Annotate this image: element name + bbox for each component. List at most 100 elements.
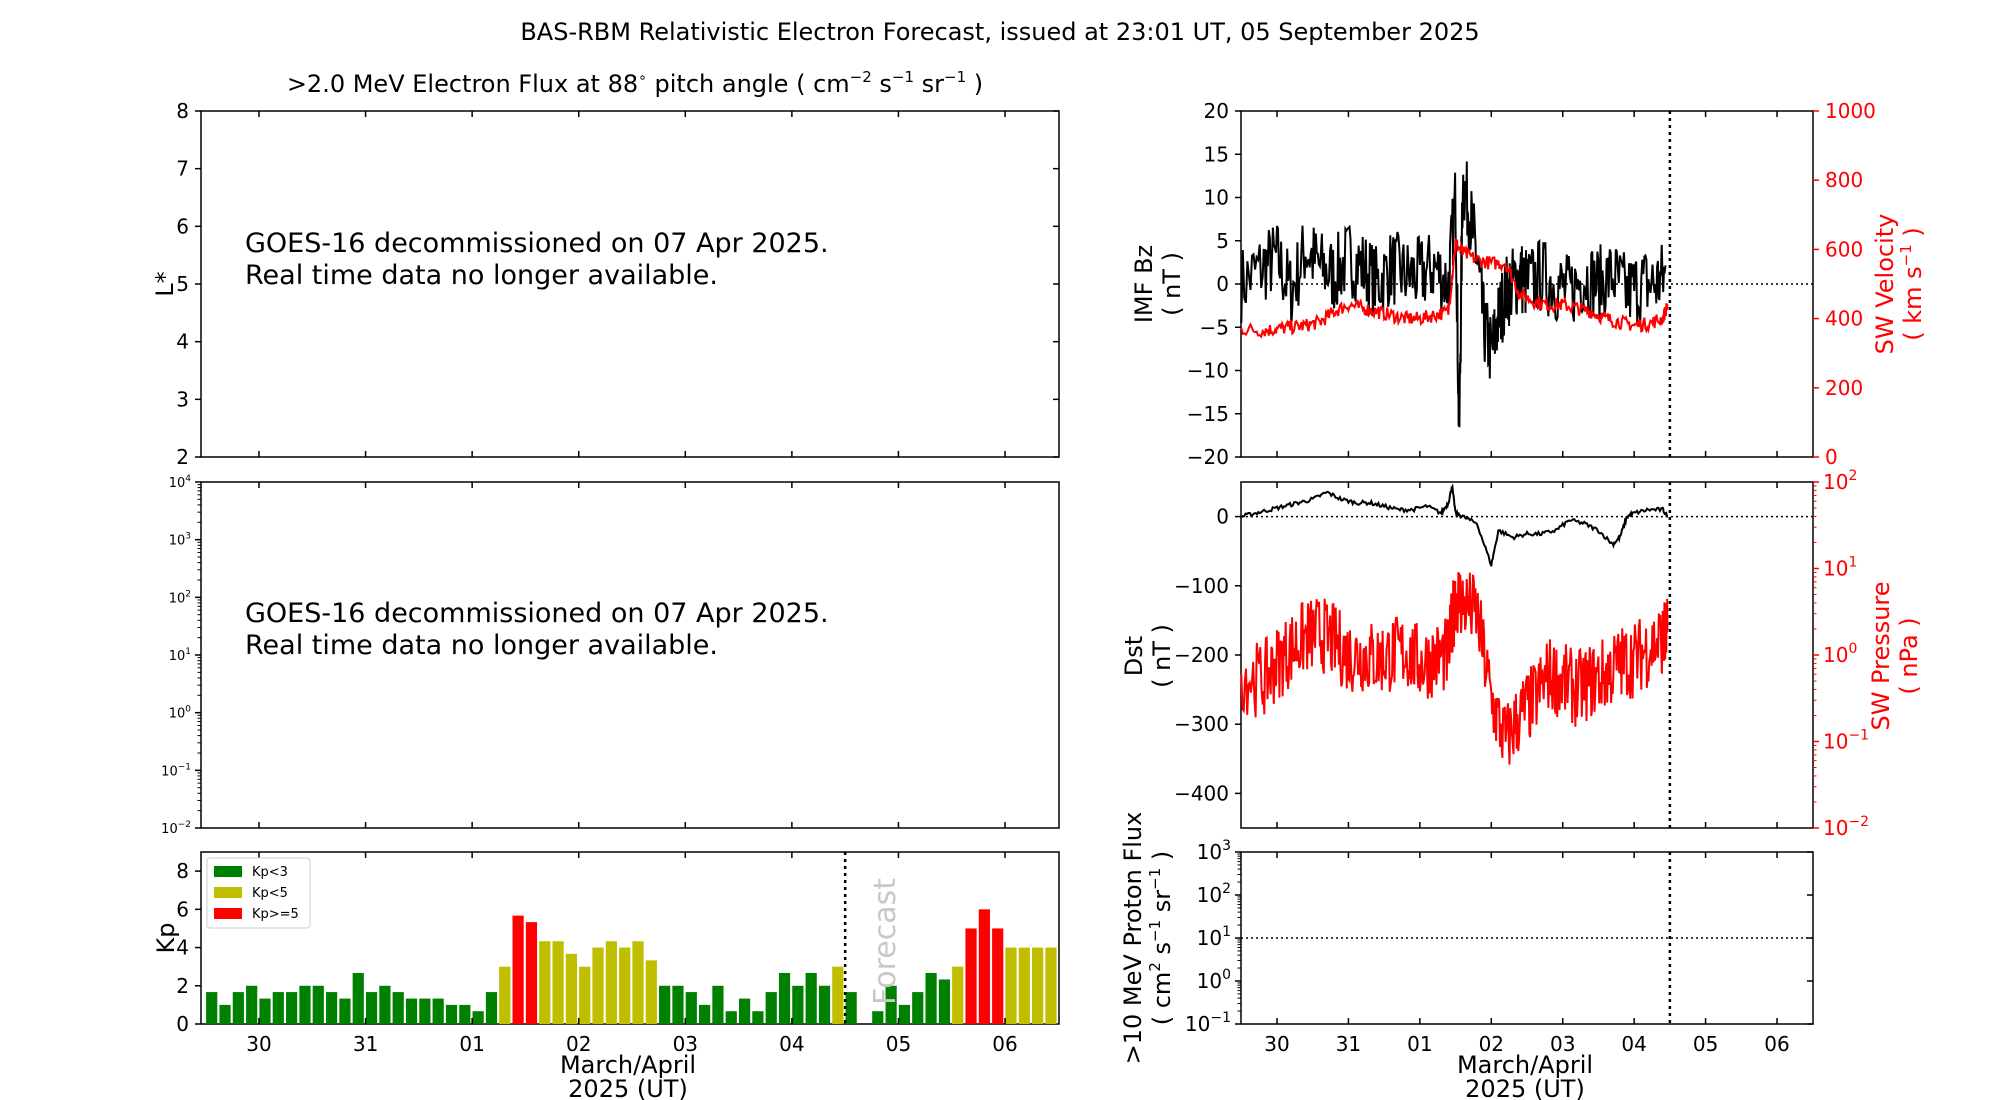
kp-bar — [832, 966, 844, 1024]
kp-xaxis: 30 31 01 02 03 04 05 06 — [246, 852, 1018, 1056]
y-tick-label: 101 — [1197, 924, 1231, 950]
y-tick-label: 15 — [1204, 142, 1229, 166]
x-tick-label: 03 — [1550, 1032, 1575, 1056]
kp-bar — [299, 985, 311, 1024]
y-tick-label: 102 — [1197, 881, 1231, 907]
kp-bar — [419, 998, 431, 1024]
y-tick-label: 101 — [1823, 555, 1857, 581]
kp-bar — [552, 941, 564, 1024]
kp-bar — [725, 1011, 737, 1024]
x-tick-label: 30 — [246, 1032, 271, 1056]
kp-bar — [792, 985, 804, 1024]
imf-y2label-line2: ( km s−1 ) — [1897, 227, 1927, 341]
x-tick-label: 06 — [1764, 1032, 1789, 1056]
kp-bar — [485, 992, 498, 1024]
kp-legend-swatch-high — [214, 908, 242, 919]
y-tick-label: 800 — [1825, 168, 1863, 192]
kp-bar — [605, 941, 617, 1024]
y-tick-label: 5 — [176, 272, 189, 296]
dst-ylabel-line2: ( nT ) — [1148, 624, 1176, 688]
kp-xlabel-line2: 2025 (UT) — [568, 1075, 688, 1100]
kp-bar — [272, 992, 284, 1024]
y-tick-label: −15 — [1187, 402, 1229, 426]
kp-bar — [472, 1011, 484, 1024]
kp-bar — [992, 928, 1004, 1024]
kp-bar — [872, 1011, 884, 1024]
kp-bar — [525, 922, 538, 1024]
log-message-line1: GOES-16 decommissioned on 07 Apr 2025. — [245, 598, 829, 629]
x-tick-label: 31 — [353, 1032, 378, 1056]
kp-bars — [206, 909, 1057, 1024]
y-tick-label: 2 — [176, 974, 189, 998]
kp-bar — [325, 992, 338, 1024]
y-tick-label: −300 — [1174, 712, 1229, 736]
y-tick-label: 0 — [1825, 445, 1838, 469]
x-tick-label: 01 — [459, 1032, 484, 1056]
kp-xlabel-line1: March/April — [560, 1051, 696, 1079]
y-tick-label: 0 — [1216, 505, 1229, 529]
kp-bar — [392, 992, 404, 1024]
imf-xaxis-ticks — [1276, 111, 1778, 457]
kp-bar — [765, 992, 777, 1024]
kp-bar — [565, 953, 577, 1024]
sw-pressure-series — [1240, 572, 1669, 765]
y-tick-label: 1000 — [1825, 99, 1876, 123]
kp-bar — [1005, 947, 1017, 1024]
x-tick-label: 02 — [566, 1032, 591, 1056]
flux-ylabel: L* — [151, 271, 179, 296]
y-tick-label: 0 — [1216, 272, 1229, 296]
proton-ylabel-line1: >10 MeV Proton Flux — [1119, 812, 1147, 1065]
kp-bar — [778, 972, 791, 1024]
imf-ylabel-line2: ( nT ) — [1158, 252, 1186, 316]
dst-ylabel-line1: Dst — [1120, 636, 1148, 676]
imf-ylabel-line1: IMF Bz — [1130, 245, 1158, 323]
kp-bar — [738, 998, 751, 1024]
x-tick-label: 02 — [1479, 1032, 1504, 1056]
imf-y2label-line1: SW Velocity — [1871, 214, 1899, 355]
x-tick-label: 03 — [673, 1032, 698, 1056]
kp-bar — [938, 979, 951, 1024]
flux-xaxis-ticks — [258, 111, 1006, 457]
y-tick-label: 103 — [169, 532, 191, 549]
x-tick-label: 05 — [886, 1032, 911, 1056]
kp-bar — [352, 972, 364, 1024]
log-xaxis-ticks — [258, 482, 1006, 828]
dst-xaxis-ticks — [1276, 482, 1778, 828]
y-tick-label: −100 — [1174, 574, 1229, 598]
kp-bar — [805, 972, 817, 1024]
y-tick-label: 100 — [1823, 641, 1857, 667]
x-tick-label: 04 — [779, 1032, 804, 1056]
kp-bar — [246, 985, 258, 1024]
kp-bar — [379, 985, 391, 1024]
x-tick-label: 01 — [1407, 1032, 1432, 1056]
y-tick-label: −20 — [1187, 445, 1229, 469]
y-tick-label: 10−2 — [1823, 814, 1869, 840]
kp-bar — [659, 985, 671, 1024]
kp-bar — [579, 966, 591, 1024]
kp-forecast-label: Forecast — [868, 878, 903, 1005]
kp-bar — [645, 960, 657, 1024]
y-tick-label: 600 — [1825, 237, 1863, 261]
main-title: BAS-RBM Relativistic Electron Forecast, … — [520, 18, 1479, 46]
kp-bar — [898, 1004, 911, 1024]
kp-bar — [219, 1004, 231, 1024]
y-tick-label: 100 — [169, 705, 192, 722]
kp-ylabel: Kp — [152, 923, 180, 954]
proton-xlabel-line2: 2025 (UT) — [1465, 1075, 1585, 1100]
kp-bar — [619, 947, 631, 1024]
dst-yaxis: −400 −300 −200 −100 0 — [1174, 505, 1241, 805]
flux-message-line2: Real time data no longer available. — [245, 260, 718, 291]
imf-y2axis: 0 200 400 600 800 1000 — [1813, 99, 1876, 469]
y-tick-label: 6 — [176, 897, 189, 921]
y-tick-label: 4 — [176, 936, 189, 960]
log-yaxis: 10−2 10−1 100 101 102 103 104 — [161, 474, 201, 837]
kp-bar — [845, 992, 857, 1024]
kp-legend-label-low: Kp<3 — [252, 865, 288, 880]
y-tick-label: 20 — [1204, 99, 1229, 123]
kp-bar — [232, 992, 244, 1024]
proton-ylabel-line2: ( cm2 s−1 sr−1 ) — [1146, 851, 1176, 1026]
x-tick-label: 31 — [1336, 1032, 1361, 1056]
kp-bar — [912, 992, 924, 1024]
dst-y2axis: 10−2 10−1 100 101 102 — [1813, 468, 1869, 840]
kp-bar — [432, 998, 444, 1024]
